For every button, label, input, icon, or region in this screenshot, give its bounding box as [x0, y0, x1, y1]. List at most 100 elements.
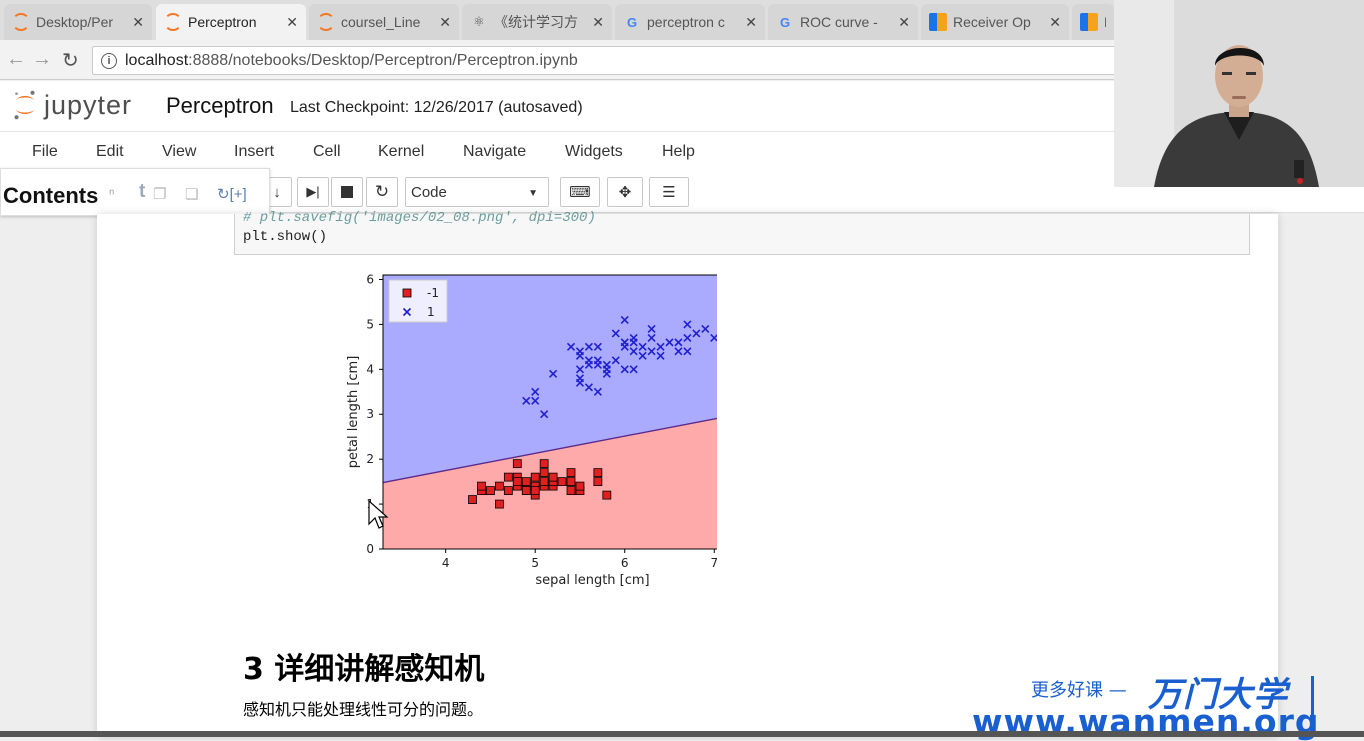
tab-label: Receiver Op [953, 14, 1031, 30]
close-tab-icon[interactable]: ✕ [286, 13, 298, 30]
code-cell[interactable]: # plt.savefig('images/02_08.png', dpi=30… [234, 210, 1250, 255]
y-tick-label: 2 [366, 452, 374, 466]
browser-tab[interactable]: Desktop/Per ✕ [4, 4, 152, 40]
back-icon[interactable]: ← [6, 48, 26, 70]
refresh-icon[interactable]: ↻[+] [217, 186, 247, 203]
url-host: localhost [125, 51, 189, 69]
region-class-1 [383, 275, 717, 483]
legend-label-1: 1 [427, 305, 435, 319]
y-tick-label: 4 [366, 362, 374, 376]
reload-icon[interactable]: ↻ [62, 50, 79, 72]
menu-navigate[interactable]: Navigate [463, 143, 527, 160]
browser-tab[interactable]: ⚛ 《统计学习方 ✕ [462, 4, 612, 40]
run-button[interactable]: ▶| [297, 177, 329, 207]
cell-type-select[interactable]: Code ▼ [405, 177, 549, 207]
menu-cell[interactable]: Cell [313, 143, 341, 160]
data-point-class-neg1 [512, 477, 522, 487]
data-point-class-neg1 [530, 472, 540, 482]
step-forward-icon: ▶| [306, 184, 320, 199]
data-point-class-neg1 [557, 477, 567, 487]
close-tab-icon[interactable]: ✕ [592, 13, 604, 30]
data-point-class-neg1 [593, 477, 603, 487]
data-point-class-1 [665, 338, 674, 347]
data-point-class-1 [629, 347, 638, 356]
copy-icon[interactable]: ❐ [153, 186, 167, 203]
list-icon: ☰ [662, 184, 676, 201]
browser-tab[interactable]: coursel_Line ✕ [309, 4, 459, 40]
info-icon[interactable]: i [101, 52, 117, 69]
tab-label: R [1104, 14, 1106, 30]
data-point-class-1 [674, 347, 683, 356]
section-paragraph: 感知机只能处理线性可分的问题。 [243, 700, 484, 719]
y-axis-label: petal length [cm] [346, 356, 361, 469]
menu-help[interactable]: Help [662, 143, 695, 160]
tab-label: perceptron c [647, 14, 725, 30]
close-tab-icon[interactable]: ✕ [745, 13, 757, 30]
menu-widgets[interactable]: Widgets [565, 143, 623, 160]
menu-insert[interactable]: Insert [234, 143, 275, 160]
close-tab-icon[interactable]: ✕ [439, 13, 451, 30]
keyboard-icon: ⌨ [569, 184, 591, 201]
data-point-class-neg1 [566, 486, 576, 496]
stop-icon [341, 186, 353, 198]
data-point-class-neg1 [539, 477, 549, 487]
data-point-class-neg1 [521, 477, 531, 487]
data-point-class-neg1 [468, 495, 477, 504]
notebook-name[interactable]: Perceptron [166, 93, 274, 118]
chevron-down-icon: ▼ [528, 188, 538, 199]
data-point-class-neg1 [602, 490, 612, 500]
jupyter-icon [12, 13, 30, 31]
number-sections-icon[interactable]: ⁿ [109, 185, 115, 202]
decision-region-plot: 4 5 6 7 0 1 2 3 4 5 6 sepal length [cm] petal length… [346, 272, 717, 588]
menu-file[interactable]: File [32, 143, 58, 160]
bar-chart-icon [1080, 13, 1098, 31]
data-point-class-1 [566, 342, 576, 351]
tab-label: Perceptron [188, 14, 257, 30]
checkpoint-status: Last Checkpoint: 12/26/2017 (autosaved) [290, 99, 583, 116]
data-point-class-1 [647, 347, 656, 356]
data-point-class-neg1 [486, 486, 495, 496]
menu-kernel[interactable]: Kernel [378, 143, 425, 160]
data-point-class-1 [638, 351, 647, 360]
url-input[interactable]: i localhost:8888/notebooks/Desktop/Perce… [92, 46, 1122, 75]
data-point-class-1 [683, 333, 692, 342]
data-point-class-1 [629, 338, 638, 347]
watermark-brand: 万门大学 [1148, 675, 1288, 715]
browser-tab[interactable]: Perceptron ✕ [156, 4, 306, 40]
close-tab-icon[interactable]: ✕ [1049, 13, 1061, 30]
data-point-class-1 [575, 378, 585, 387]
browser-tab[interactable]: Receiver Op ✕ [921, 4, 1069, 40]
webcam-overlay [1114, 0, 1364, 187]
x-axis-label: sepal length [cm] [535, 573, 649, 588]
cell-type-value: Code [411, 183, 447, 201]
nbextension-button[interactable]: ✥ [607, 177, 643, 207]
plot-frame [382, 274, 717, 550]
forward-icon[interactable]: → [32, 48, 52, 70]
close-tab-icon[interactable]: ✕ [132, 13, 144, 30]
data-point-class-1 [683, 320, 692, 329]
data-point-class-1 [611, 356, 620, 365]
data-point-class-1 [647, 324, 656, 333]
jupyter-logo[interactable]: jupyter [12, 89, 132, 121]
data-point-class-1 [674, 338, 683, 347]
data-point-class-1 [584, 383, 593, 392]
legend-marker-neg1 [402, 288, 412, 298]
close-tab-icon[interactable]: ✕ [898, 13, 910, 30]
interrupt-button[interactable] [331, 177, 363, 207]
tab-label: coursel_Line [341, 14, 421, 30]
data-point-class-neg1 [539, 468, 549, 478]
data-point-class-1 [620, 315, 629, 324]
text-icon[interactable]: t [139, 181, 146, 202]
data-point-class-1 [629, 365, 638, 374]
command-palette-button[interactable]: ⌨ [560, 177, 600, 207]
y-tick-label: 3 [366, 407, 374, 421]
menu-edit[interactable]: Edit [96, 143, 124, 160]
paste-icon[interactable]: ❏ [185, 186, 199, 203]
toc-button[interactable]: ☰ [649, 177, 689, 207]
browser-tab[interactable]: G ROC curve - ✕ [768, 4, 918, 40]
menu-view[interactable]: View [162, 143, 197, 160]
browser-tab[interactable]: R [1072, 4, 1114, 40]
restart-button[interactable]: ↻ [366, 177, 398, 207]
google-icon: G [626, 14, 638, 30]
